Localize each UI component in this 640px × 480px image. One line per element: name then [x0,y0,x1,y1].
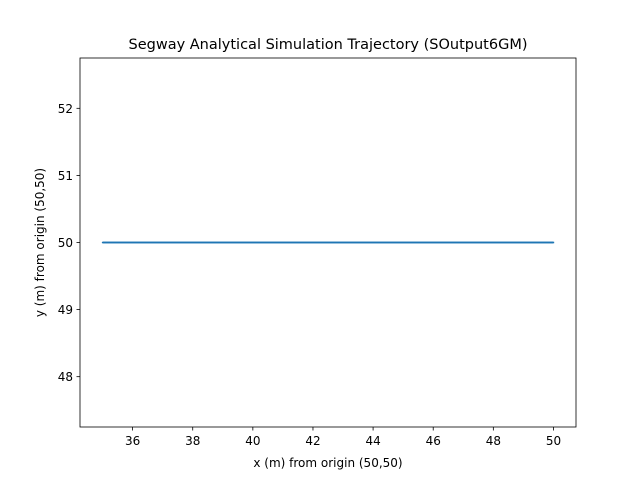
y-tick-label: 52 [58,102,73,116]
x-axis-ticks: 36 38 40 42 44 46 48 50 [125,427,561,448]
y-axis-ticks: 48 49 50 51 52 [58,102,80,384]
y-tick-label: 51 [58,169,73,183]
x-tick-label: 48 [486,434,501,448]
x-tick-label: 42 [305,434,320,448]
x-tick-label: 40 [245,434,260,448]
y-tick-label: 48 [58,370,73,384]
x-tick-label: 36 [125,434,140,448]
y-tick-label: 49 [58,303,73,317]
x-tick-label: 38 [185,434,200,448]
x-tick-label: 44 [365,434,380,448]
x-tick-label: 46 [426,434,441,448]
y-axis-label: y (m) from origin (50,50) [33,168,47,317]
chart-title: Segway Analytical Simulation Trajectory … [129,37,528,53]
x-tick-label: 50 [546,434,561,448]
y-tick-label: 50 [58,236,73,250]
x-axis-label: x (m) from origin (50,50) [253,456,402,470]
